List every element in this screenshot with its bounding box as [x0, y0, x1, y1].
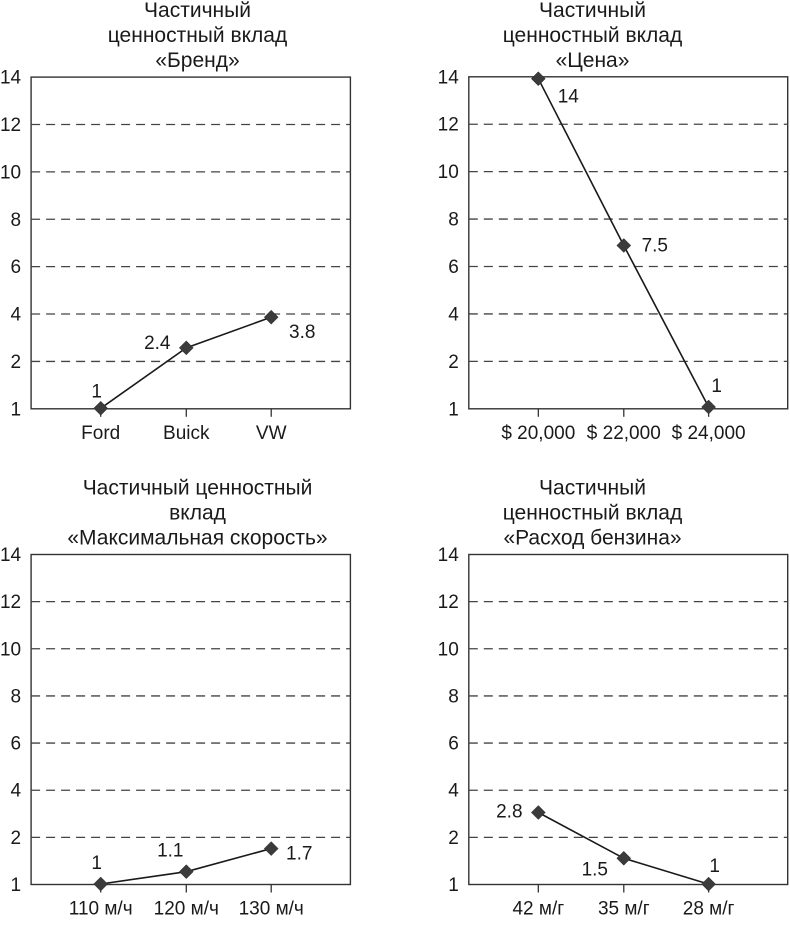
svg-text:1.1: 1.1	[157, 840, 183, 861]
svg-text:Ford: Ford	[81, 423, 120, 444]
svg-text:1: 1	[11, 399, 22, 420]
svg-text:1.5: 1.5	[582, 859, 608, 880]
svg-text:1: 1	[11, 875, 22, 896]
svg-text:Частичный ценностный: Частичный ценностный	[83, 476, 313, 499]
svg-text:ценностный вклад: ценностный вклад	[108, 24, 287, 47]
svg-text:28 м/г: 28 м/г	[683, 898, 735, 919]
svg-text:130 м/ч: 130 м/ч	[239, 898, 304, 919]
svg-text:Buick: Buick	[163, 423, 210, 444]
svg-text:110 м/ч: 110 м/ч	[69, 898, 133, 919]
svg-text:10: 10	[438, 639, 459, 660]
svg-text:120 м/ч: 120 м/ч	[154, 898, 219, 919]
svg-text:10: 10	[438, 162, 459, 183]
svg-text:12: 12	[0, 592, 21, 613]
svg-text:6: 6	[11, 733, 22, 754]
svg-text:14: 14	[0, 545, 22, 566]
svg-text:1: 1	[91, 853, 102, 874]
svg-text:ценностный вклад: ценностный вклад	[503, 501, 682, 524]
svg-text:ценностный вклад: ценностный вклад	[503, 24, 682, 47]
svg-text:14: 14	[558, 87, 580, 108]
svg-text:вклад: вклад	[169, 501, 226, 524]
svg-text:$ 22,000: $ 22,000	[587, 423, 661, 444]
svg-text:12: 12	[438, 115, 459, 136]
svg-text:10: 10	[0, 639, 21, 660]
svg-text:$ 20,000: $ 20,000	[501, 423, 575, 444]
svg-text:«Максимальная скорость»: «Максимальная скорость»	[67, 526, 327, 549]
svg-text:2: 2	[448, 827, 459, 848]
svg-text:1.7: 1.7	[286, 843, 312, 864]
svg-text:2: 2	[11, 352, 22, 373]
svg-text:8: 8	[448, 686, 459, 707]
svg-text:4: 4	[11, 305, 22, 326]
svg-text:1: 1	[448, 399, 459, 420]
svg-text:7.5: 7.5	[642, 235, 668, 256]
svg-text:12: 12	[438, 592, 459, 613]
svg-text:«Цена»: «Цена»	[556, 49, 630, 72]
svg-text:8: 8	[11, 210, 22, 231]
svg-text:10: 10	[0, 162, 21, 183]
svg-text:$ 24,000: $ 24,000	[672, 423, 746, 444]
svg-text:12: 12	[0, 115, 21, 136]
svg-text:8: 8	[448, 210, 459, 231]
svg-text:1: 1	[448, 875, 459, 896]
svg-text:4: 4	[11, 780, 22, 801]
svg-text:4: 4	[448, 304, 459, 325]
svg-text:1: 1	[709, 856, 720, 877]
svg-text:1: 1	[711, 376, 722, 397]
svg-text:Частичный: Частичный	[539, 476, 646, 499]
svg-text:«Расход бензина»: «Расход бензина»	[503, 526, 681, 549]
svg-text:14: 14	[438, 545, 460, 566]
svg-text:VW: VW	[256, 423, 287, 444]
svg-text:Частичный: Частичный	[539, 0, 646, 22]
svg-text:2.4: 2.4	[144, 333, 171, 354]
svg-text:3.8: 3.8	[289, 322, 315, 343]
svg-text:14: 14	[438, 67, 460, 88]
svg-text:8: 8	[11, 686, 22, 707]
svg-text:14: 14	[0, 68, 22, 89]
svg-text:2.8: 2.8	[496, 801, 522, 822]
svg-text:Частичный: Частичный	[144, 0, 251, 22]
svg-text:6: 6	[11, 257, 22, 278]
svg-text:6: 6	[448, 257, 459, 278]
svg-text:2: 2	[448, 352, 459, 373]
svg-text:4: 4	[448, 780, 459, 801]
svg-text:42 м/г: 42 м/г	[512, 898, 564, 919]
svg-text:1: 1	[91, 381, 102, 402]
svg-text:2: 2	[11, 827, 22, 848]
svg-text:«Бренд»: «Бренд»	[155, 49, 239, 72]
svg-text:35 м/г: 35 м/г	[598, 898, 650, 919]
svg-text:6: 6	[448, 733, 459, 754]
